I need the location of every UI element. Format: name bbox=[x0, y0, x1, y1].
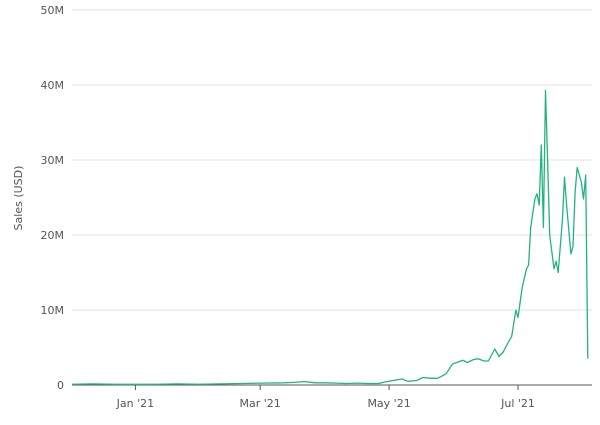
line bbox=[71, 89, 589, 385]
y-tick-label: 0 bbox=[57, 379, 64, 392]
x-tick-label: Jan '21 bbox=[116, 397, 154, 410]
y-tick-label: 10M bbox=[41, 304, 65, 317]
y-axis-title: Sales (USD) bbox=[12, 166, 25, 231]
x-tick-label: Mar '21 bbox=[239, 397, 280, 410]
x-tick-label: Jul '21 bbox=[500, 397, 535, 410]
y-tick-label: 40M bbox=[41, 79, 65, 92]
y-tick-label: 50M bbox=[41, 4, 65, 17]
y-tick-label: 20M bbox=[41, 229, 65, 242]
x-tick-label: May '21 bbox=[367, 397, 410, 410]
y-tick-label: 30M bbox=[41, 154, 65, 167]
